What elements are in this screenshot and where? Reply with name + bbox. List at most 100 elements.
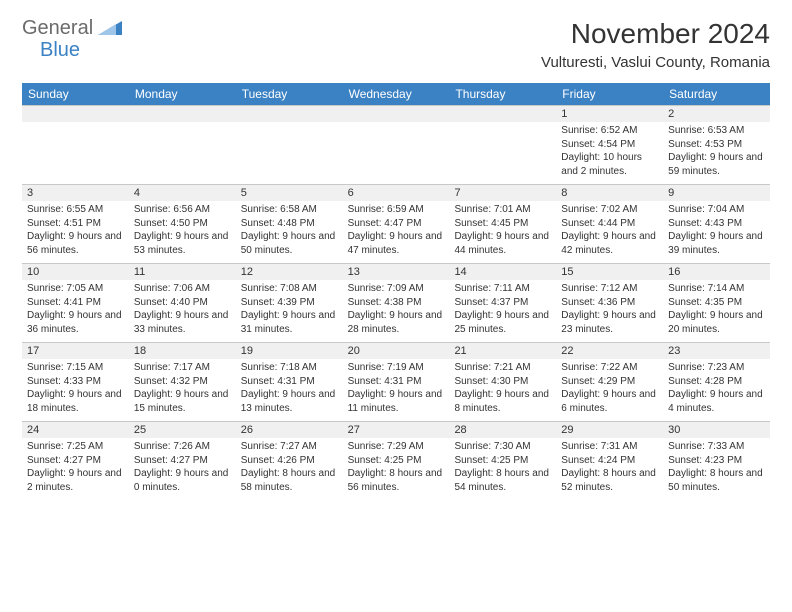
day-data-cell: Sunrise: 7:08 AMSunset: 4:39 PMDaylight:… (236, 280, 343, 342)
sunset-text: Sunset: 4:48 PM (241, 217, 338, 231)
day-data-cell: Sunrise: 7:17 AMSunset: 4:32 PMDaylight:… (129, 359, 236, 421)
sunset-text: Sunset: 4:40 PM (134, 296, 231, 310)
sunset-text: Sunset: 4:47 PM (348, 217, 445, 231)
sunset-text: Sunset: 4:27 PM (134, 454, 231, 468)
sunrise-text: Sunrise: 7:01 AM (454, 203, 551, 217)
daylight-text: Daylight: 9 hours and 11 minutes. (348, 388, 445, 415)
sunset-text: Sunset: 4:33 PM (27, 375, 124, 389)
day-number-cell (343, 106, 450, 122)
day-data-cell: Sunrise: 7:14 AMSunset: 4:35 PMDaylight:… (663, 280, 770, 342)
sunset-text: Sunset: 4:53 PM (668, 138, 765, 152)
sunrise-text: Sunrise: 6:59 AM (348, 203, 445, 217)
day-data-row: Sunrise: 7:05 AMSunset: 4:41 PMDaylight:… (22, 280, 770, 342)
daylight-text: Daylight: 9 hours and 13 minutes. (241, 388, 338, 415)
sunset-text: Sunset: 4:43 PM (668, 217, 765, 231)
month-title: November 2024 (541, 18, 770, 50)
sunrise-text: Sunrise: 7:26 AM (134, 440, 231, 454)
weekday-head: Thursday (449, 83, 556, 105)
day-number-cell: 15 (556, 264, 663, 280)
daylight-text: Daylight: 9 hours and 2 minutes. (27, 467, 124, 494)
daylight-text: Daylight: 9 hours and 20 minutes. (668, 309, 765, 336)
day-number-cell: 14 (449, 264, 556, 280)
day-number-cell: 18 (129, 343, 236, 359)
day-number-row: 10111213141516 (22, 263, 770, 280)
day-number-row: 17181920212223 (22, 342, 770, 359)
day-number-cell: 6 (343, 185, 450, 201)
brand-word2: Blue (22, 39, 80, 61)
sunrise-text: Sunrise: 7:30 AM (454, 440, 551, 454)
sunset-text: Sunset: 4:50 PM (134, 217, 231, 231)
day-number-cell: 27 (343, 422, 450, 438)
day-data-cell: Sunrise: 6:59 AMSunset: 4:47 PMDaylight:… (343, 201, 450, 263)
sunrise-text: Sunrise: 7:08 AM (241, 282, 338, 296)
sunrise-text: Sunrise: 7:21 AM (454, 361, 551, 375)
sunrise-text: Sunrise: 6:56 AM (134, 203, 231, 217)
day-number-cell (449, 106, 556, 122)
sunset-text: Sunset: 4:26 PM (241, 454, 338, 468)
sunset-text: Sunset: 4:25 PM (454, 454, 551, 468)
day-data-cell: Sunrise: 7:33 AMSunset: 4:23 PMDaylight:… (663, 438, 770, 500)
day-data-cell: Sunrise: 7:29 AMSunset: 4:25 PMDaylight:… (343, 438, 450, 500)
sunset-text: Sunset: 4:27 PM (27, 454, 124, 468)
sunrise-text: Sunrise: 7:17 AM (134, 361, 231, 375)
day-number-cell: 7 (449, 185, 556, 201)
daylight-text: Daylight: 8 hours and 58 minutes. (241, 467, 338, 494)
logo-triangle-icon (98, 19, 122, 40)
day-number-cell: 25 (129, 422, 236, 438)
sunrise-text: Sunrise: 7:06 AM (134, 282, 231, 296)
brand-word1: General (22, 17, 93, 39)
daylight-text: Daylight: 8 hours and 54 minutes. (454, 467, 551, 494)
day-number-cell: 2 (663, 106, 770, 122)
sunset-text: Sunset: 4:28 PM (668, 375, 765, 389)
day-data-cell: Sunrise: 7:04 AMSunset: 4:43 PMDaylight:… (663, 201, 770, 263)
day-number-cell: 19 (236, 343, 343, 359)
sunset-text: Sunset: 4:24 PM (561, 454, 658, 468)
day-data-cell (22, 122, 129, 184)
day-number-cell: 29 (556, 422, 663, 438)
day-data-cell: Sunrise: 6:58 AMSunset: 4:48 PMDaylight:… (236, 201, 343, 263)
day-number-cell: 13 (343, 264, 450, 280)
sunset-text: Sunset: 4:31 PM (348, 375, 445, 389)
weekday-head: Friday (556, 83, 663, 105)
day-number-row: 12 (22, 105, 770, 122)
daylight-text: Daylight: 8 hours and 52 minutes. (561, 467, 658, 494)
day-data-cell: Sunrise: 7:23 AMSunset: 4:28 PMDaylight:… (663, 359, 770, 421)
day-number-cell: 20 (343, 343, 450, 359)
day-data-row: Sunrise: 7:25 AMSunset: 4:27 PMDaylight:… (22, 438, 770, 500)
day-number-row: 24252627282930 (22, 421, 770, 438)
day-number-cell: 3 (22, 185, 129, 201)
sunset-text: Sunset: 4:44 PM (561, 217, 658, 231)
daylight-text: Daylight: 9 hours and 47 minutes. (348, 230, 445, 257)
day-data-cell (129, 122, 236, 184)
daylight-text: Daylight: 9 hours and 59 minutes. (668, 151, 765, 178)
day-data-cell: Sunrise: 7:22 AMSunset: 4:29 PMDaylight:… (556, 359, 663, 421)
day-number-cell: 16 (663, 264, 770, 280)
sunrise-text: Sunrise: 6:55 AM (27, 203, 124, 217)
weekday-head: Wednesday (343, 83, 450, 105)
daylight-text: Daylight: 9 hours and 44 minutes. (454, 230, 551, 257)
calendar-page: General Blue November 2024 Vulturesti, V… (0, 0, 792, 518)
sunset-text: Sunset: 4:31 PM (241, 375, 338, 389)
day-number-cell: 26 (236, 422, 343, 438)
sunset-text: Sunset: 4:35 PM (668, 296, 765, 310)
daylight-text: Daylight: 8 hours and 50 minutes. (668, 467, 765, 494)
daylight-text: Daylight: 10 hours and 2 minutes. (561, 151, 658, 178)
day-data-cell: Sunrise: 7:09 AMSunset: 4:38 PMDaylight:… (343, 280, 450, 342)
sunset-text: Sunset: 4:51 PM (27, 217, 124, 231)
daylight-text: Daylight: 9 hours and 50 minutes. (241, 230, 338, 257)
day-data-cell: Sunrise: 7:01 AMSunset: 4:45 PMDaylight:… (449, 201, 556, 263)
sunrise-text: Sunrise: 7:14 AM (668, 282, 765, 296)
logo-text-block: General Blue (22, 18, 122, 61)
daylight-text: Daylight: 9 hours and 18 minutes. (27, 388, 124, 415)
daylight-text: Daylight: 9 hours and 23 minutes. (561, 309, 658, 336)
sunrise-text: Sunrise: 7:05 AM (27, 282, 124, 296)
sunrise-text: Sunrise: 7:12 AM (561, 282, 658, 296)
day-data-cell (343, 122, 450, 184)
day-data-cell: Sunrise: 7:12 AMSunset: 4:36 PMDaylight:… (556, 280, 663, 342)
day-number-cell: 24 (22, 422, 129, 438)
sunrise-text: Sunrise: 7:02 AM (561, 203, 658, 217)
calendar-grid: Sunday Monday Tuesday Wednesday Thursday… (22, 83, 770, 500)
sunset-text: Sunset: 4:37 PM (454, 296, 551, 310)
sunrise-text: Sunrise: 7:27 AM (241, 440, 338, 454)
day-data-row: Sunrise: 7:15 AMSunset: 4:33 PMDaylight:… (22, 359, 770, 421)
